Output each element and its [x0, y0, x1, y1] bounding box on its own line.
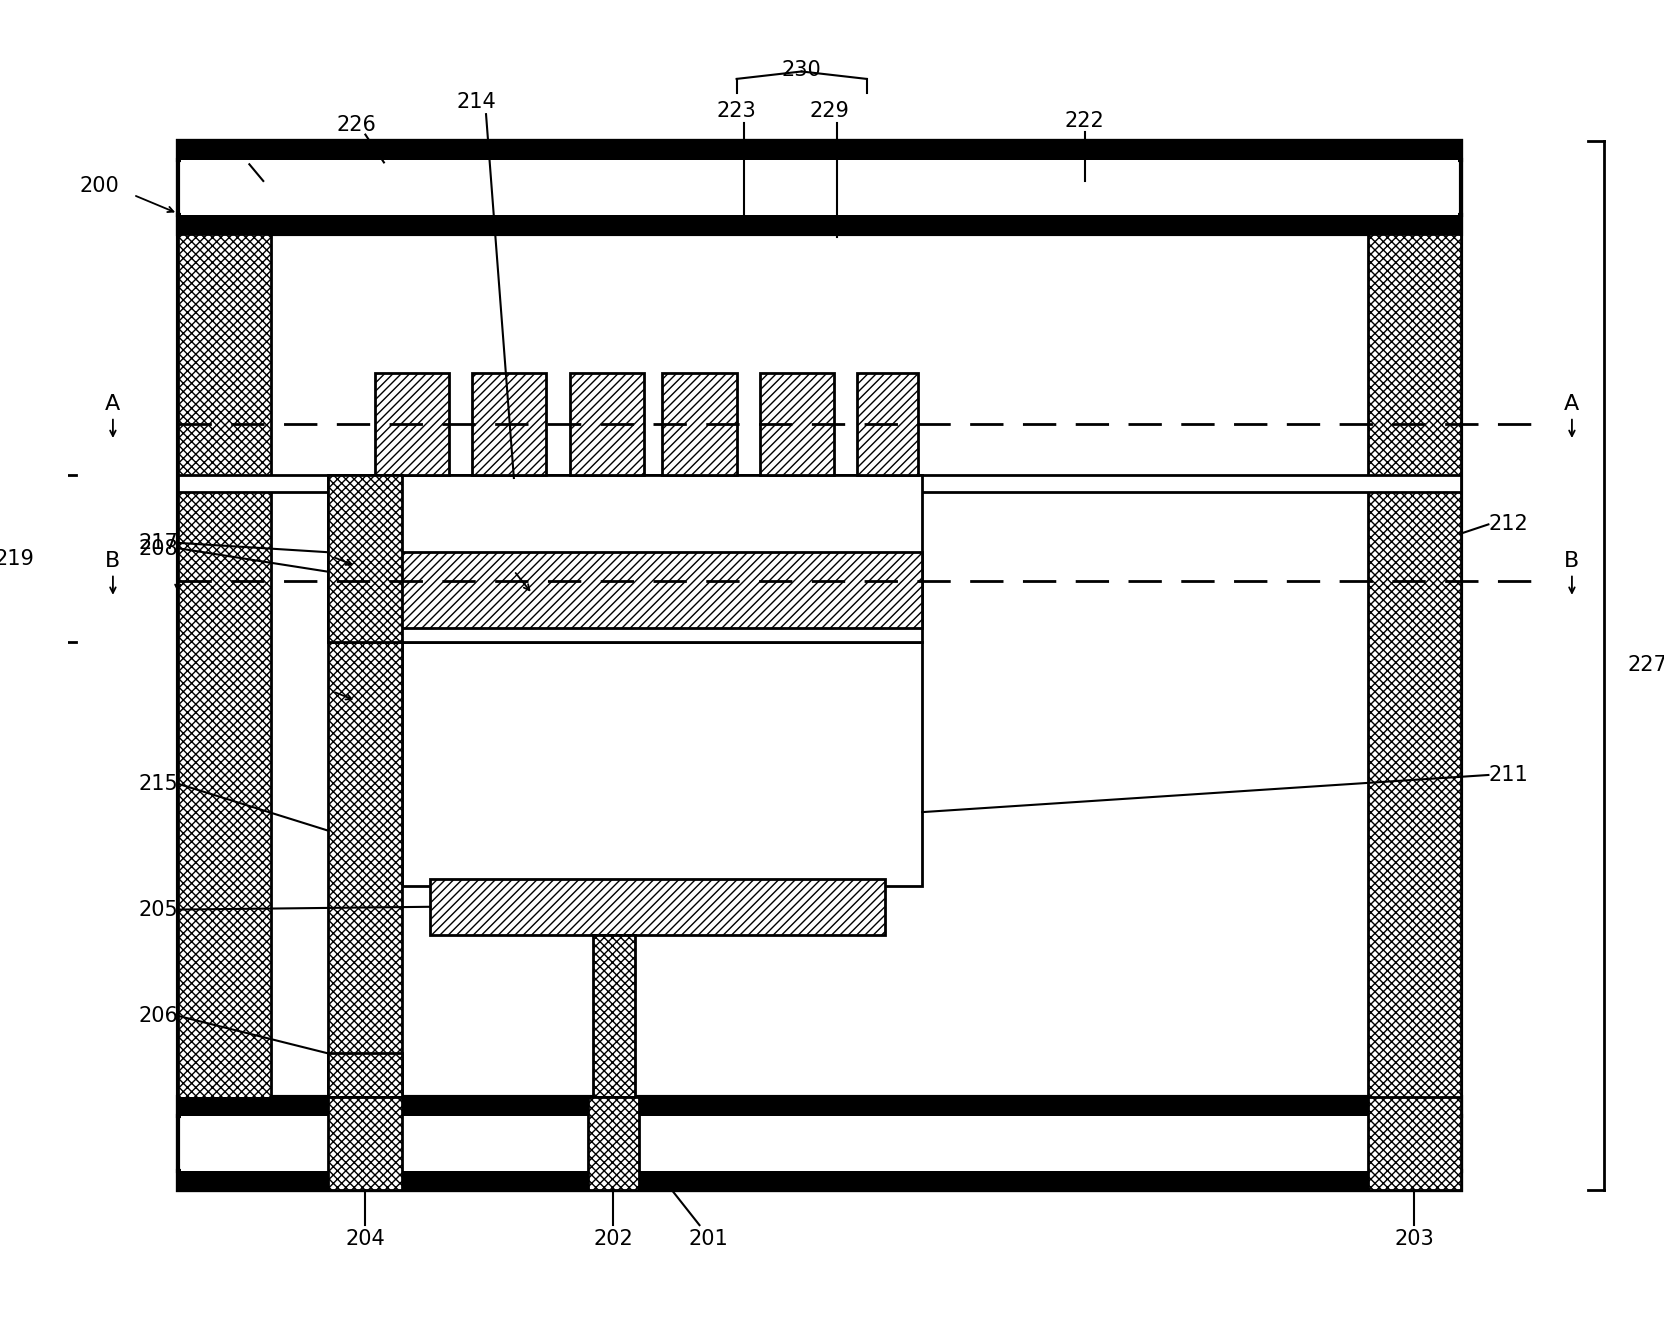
- Bar: [473, 373, 546, 475]
- Text: 222: 222: [1065, 110, 1103, 130]
- Bar: [178, 1097, 1459, 1116]
- Bar: [403, 642, 922, 886]
- Bar: [178, 141, 1459, 160]
- Text: A: A: [1564, 393, 1579, 414]
- Text: 217: 217: [138, 533, 178, 553]
- Bar: [328, 1053, 403, 1097]
- Text: 206: 206: [138, 1006, 178, 1026]
- Text: 204: 204: [346, 1229, 384, 1249]
- Bar: [181, 160, 1458, 215]
- Bar: [1366, 234, 1459, 1111]
- Bar: [178, 1171, 1459, 1190]
- Bar: [857, 373, 917, 475]
- Text: 211: 211: [1488, 766, 1528, 786]
- Bar: [429, 878, 885, 935]
- Bar: [178, 234, 271, 1111]
- Text: 205: 205: [138, 900, 178, 920]
- Text: B: B: [1564, 551, 1579, 571]
- Text: 201: 201: [689, 1229, 729, 1249]
- Text: 208: 208: [138, 539, 178, 559]
- Bar: [178, 1097, 1459, 1190]
- Text: 202: 202: [592, 1229, 632, 1249]
- Text: 200: 200: [80, 176, 120, 196]
- Bar: [759, 373, 834, 475]
- Text: 203: 203: [1393, 1229, 1433, 1249]
- Bar: [1366, 1097, 1459, 1190]
- Bar: [662, 373, 735, 475]
- Text: 226: 226: [336, 115, 376, 136]
- Bar: [374, 373, 449, 475]
- Text: 223: 223: [716, 101, 755, 121]
- Bar: [569, 373, 644, 475]
- Text: 235: 235: [230, 144, 270, 163]
- Bar: [181, 1116, 1458, 1171]
- Bar: [328, 642, 403, 1097]
- Bar: [328, 475, 922, 642]
- Text: 229: 229: [809, 101, 849, 121]
- Bar: [328, 475, 403, 642]
- Bar: [178, 141, 1459, 234]
- Text: 215: 215: [138, 775, 178, 794]
- Bar: [328, 1097, 403, 1190]
- Text: 214: 214: [456, 93, 496, 111]
- Bar: [178, 215, 1459, 234]
- Text: A: A: [105, 393, 120, 414]
- Text: 230: 230: [780, 59, 820, 79]
- Text: 227: 227: [1627, 655, 1664, 676]
- Text: 212: 212: [1488, 514, 1528, 535]
- Bar: [178, 475, 1459, 492]
- Bar: [178, 141, 1459, 1190]
- Bar: [587, 1097, 639, 1190]
- Text: B: B: [105, 551, 120, 571]
- Bar: [592, 935, 634, 1097]
- Text: 219: 219: [0, 549, 33, 568]
- Bar: [328, 552, 922, 629]
